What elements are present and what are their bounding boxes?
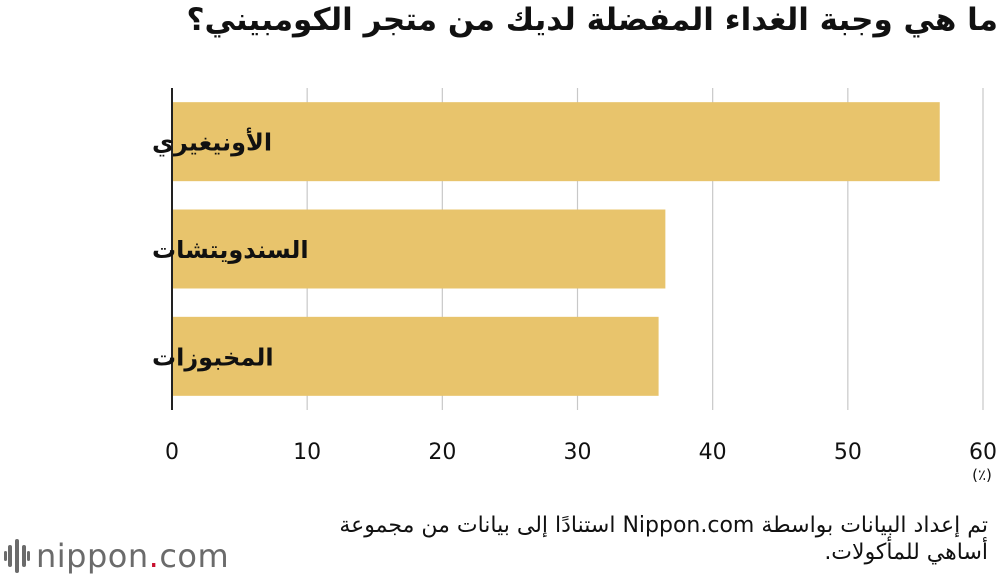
bar [172,102,940,182]
bars [172,102,940,396]
bar [172,316,659,396]
nippon-logo-icon [4,539,30,573]
category-label: المخبوزات [152,343,274,371]
x-tick-label: 30 [564,440,592,465]
source-note: تم إعداد البيانات بواسطة Nippon.com استن… [339,513,988,565]
category-label: السندويتشات [152,236,309,264]
x-tick-labels: 0 10 20 30 40 50 60 [165,440,997,465]
bar [172,209,666,289]
nippon-logo-wordmark: nippon.com [36,537,230,575]
chart-title: ما هي وجبة الغداء المفضلة لديك من متجر ا… [186,2,998,38]
unit-label: (٪) [972,466,992,484]
x-tick-label: 10 [293,440,321,465]
x-tick-label: 20 [428,440,456,465]
x-tick-label: 0 [165,440,179,465]
category-labels: الأونيغيري السندويتشات المخبوزات [152,128,309,372]
x-tick-label: 40 [699,440,727,465]
x-tick-label: 50 [834,440,862,465]
bar-chart: الأونيغيري السندويتشات المخبوزات 0 10 20 30 40… [152,88,997,465]
x-tick-label: 60 [969,440,997,465]
nippon-logo: nippon.com [4,536,229,576]
category-label: الأونيغيري [152,128,272,157]
